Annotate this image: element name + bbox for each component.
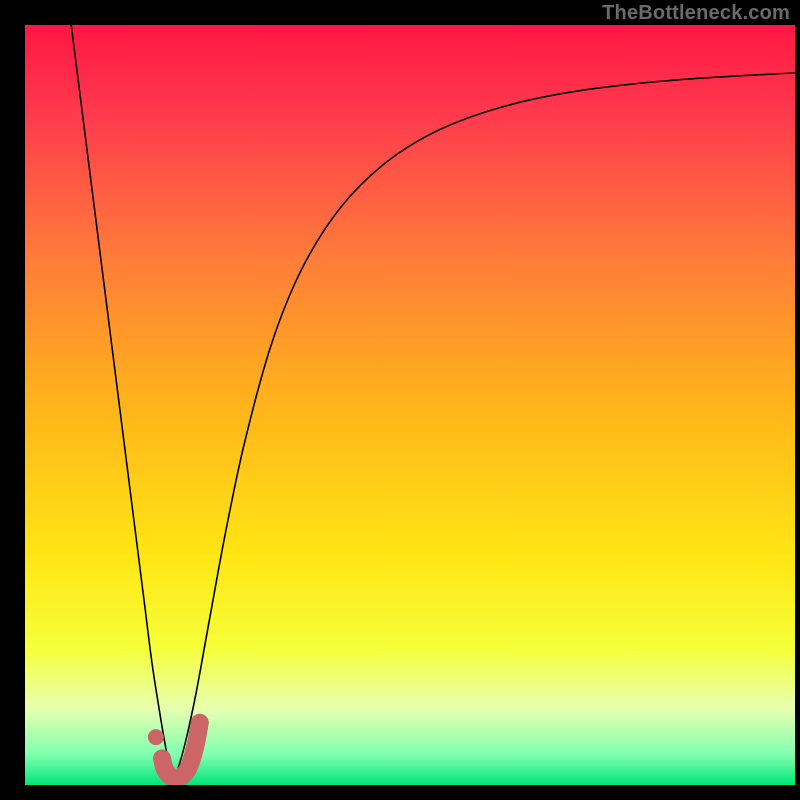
branding-text: TheBottleneck.com <box>602 2 790 25</box>
gradient-background <box>25 25 795 785</box>
plot-area <box>25 25 795 785</box>
line-chart <box>25 25 795 785</box>
chart-frame: TheBottleneck.com <box>0 0 800 800</box>
overlay-dot <box>148 729 164 745</box>
